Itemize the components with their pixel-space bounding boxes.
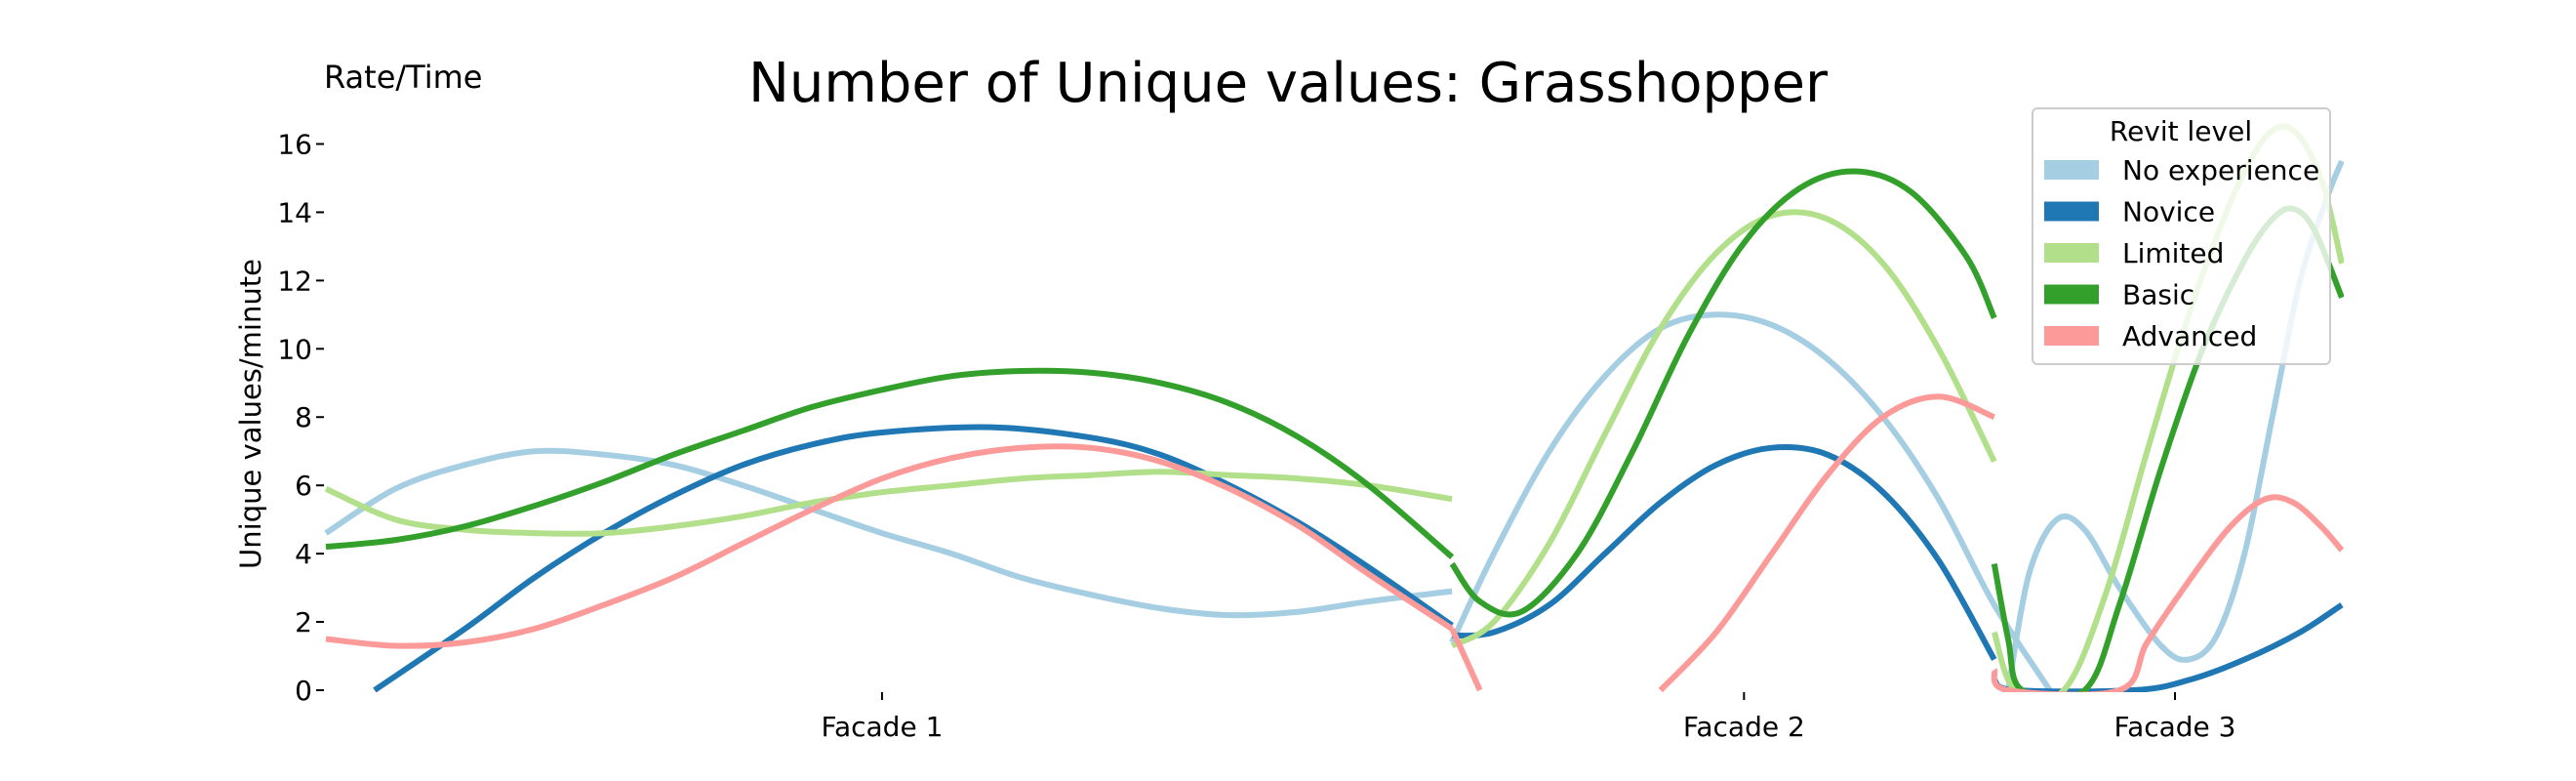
x-axis: Facade 1 Facade 2 Facade 3	[821, 692, 2236, 743]
x-tick-label: Facade 2	[1683, 711, 1805, 743]
series-line-advanced	[1658, 393, 1995, 692]
corner-label: Rate/Time	[324, 59, 482, 96]
legend-entry-label: No experience	[2122, 154, 2319, 186]
y-axis: 0 2 4 6 8 10 12 14 16	[277, 128, 324, 707]
series-line-limited	[324, 469, 1453, 537]
series-line-advanced	[1991, 494, 2344, 692]
y-tick-label: 14	[277, 196, 312, 228]
series-line-advanced	[1449, 627, 1483, 692]
y-axis-label: Unique values/minute	[234, 259, 267, 569]
series-line-no-experience	[1449, 311, 2053, 692]
legend-entry-label: Limited	[2122, 237, 2224, 269]
chart-title: Number of Unique values: Grasshopper	[748, 52, 1829, 115]
y-tick-label: 0	[295, 675, 312, 707]
legend-frame	[2032, 107, 2331, 365]
legend-swatch	[2044, 284, 2099, 305]
legend-swatch	[2044, 326, 2099, 346]
y-tick-label: 4	[295, 538, 312, 570]
y-tick-label: 2	[295, 606, 312, 638]
y-tick-label: 16	[277, 128, 312, 160]
legend-title: Revit level	[2110, 115, 2252, 147]
y-tick-label: 6	[295, 470, 312, 502]
series-line-novice	[1451, 444, 1997, 661]
y-tick-label: 10	[277, 333, 312, 365]
series-lines	[324, 123, 2344, 692]
series-line-limited	[1450, 209, 1997, 649]
legend-swatch	[2044, 201, 2099, 222]
legend-entry-label: Advanced	[2122, 320, 2257, 352]
series-line-advanced	[325, 443, 1454, 649]
y-tick-label: 12	[277, 265, 312, 297]
legend-swatch	[2044, 160, 2099, 180]
x-tick-label: Facade 1	[821, 711, 943, 743]
legend-swatch	[2044, 243, 2099, 263]
series-line-novice	[1992, 602, 2344, 692]
y-tick-label: 8	[295, 401, 312, 433]
legend-entry-label: Novice	[2122, 196, 2215, 228]
series-line-basic	[325, 367, 1455, 559]
series-line-basic	[1449, 168, 1997, 618]
series-line-no-experience	[324, 447, 1453, 619]
legend-entry-label: Basic	[2122, 279, 2194, 311]
x-tick-label: Facade 3	[2114, 711, 2236, 743]
legend: Revit level No experience Novice Limited Ba…	[2032, 107, 2331, 365]
